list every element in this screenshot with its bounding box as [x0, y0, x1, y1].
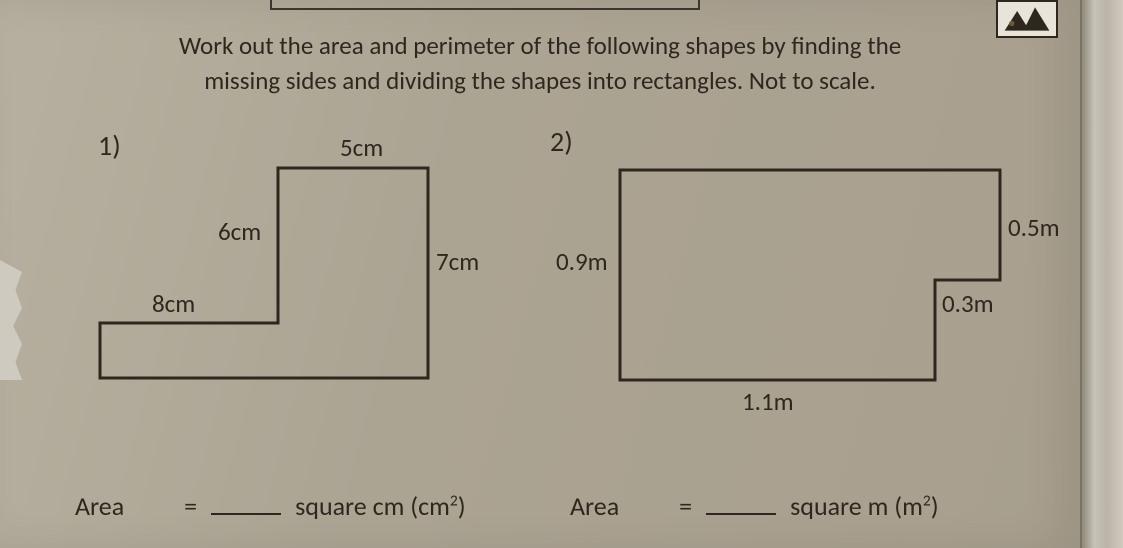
- q2-label-bottom: 1.1m: [742, 386, 794, 417]
- q1-answer-unit: square cm (cm2): [295, 490, 466, 522]
- worksheet-page: Work out the area and perimeter of the f…: [0, 0, 1080, 548]
- q2-equals: =: [679, 490, 692, 522]
- q1-answer-label: Area: [75, 490, 124, 522]
- q2-answer-unit: square m (m2): [790, 490, 939, 522]
- q2-label-right-step-h: 0.3m: [942, 288, 994, 319]
- q2-answer-exp: 2: [923, 491, 931, 510]
- q1-answer-row: Area = square cm (cm2): [75, 490, 466, 522]
- logo-icon: [996, 0, 1058, 38]
- instructions-line-1: Work out the area and perimeter of the f…: [90, 30, 990, 61]
- q1-answer-unit-text: square cm (cm: [295, 490, 450, 522]
- instructions: Work out the area and perimeter of the f…: [90, 30, 990, 96]
- q2-answer-row: Area = square m (m2): [570, 490, 939, 522]
- q2-answer-unit-text: square m (m: [790, 490, 923, 522]
- q1-answer-exp: 2: [450, 491, 458, 510]
- instructions-line-2: missing sides and dividing the shapes in…: [90, 65, 990, 96]
- q2-answer-close: ): [931, 490, 939, 522]
- q2-label-right-top: 0.5m: [1008, 212, 1060, 243]
- page-tear: [0, 260, 22, 380]
- q2-number: 2): [550, 124, 573, 159]
- q1-label-left-step-h: 8cm: [152, 288, 195, 319]
- q1-equals: =: [184, 490, 197, 522]
- q1-answer-close: ): [458, 490, 466, 522]
- notebook-edge: [1080, 0, 1123, 548]
- header-title-box: [270, 0, 700, 10]
- q2-label-left: 0.9m: [556, 246, 608, 277]
- q1-label-left-step-v: 6cm: [218, 216, 261, 247]
- q1-number: 1): [98, 128, 121, 163]
- q1-label-right: 7cm: [436, 246, 479, 277]
- q2-answer-label: Area: [570, 490, 619, 522]
- q1-answer-blank[interactable]: [211, 492, 281, 515]
- q1-outline: [100, 168, 428, 378]
- q2-outline: [620, 170, 1000, 380]
- q1-label-top: 5cm: [340, 132, 383, 163]
- q2-answer-blank[interactable]: [706, 492, 776, 515]
